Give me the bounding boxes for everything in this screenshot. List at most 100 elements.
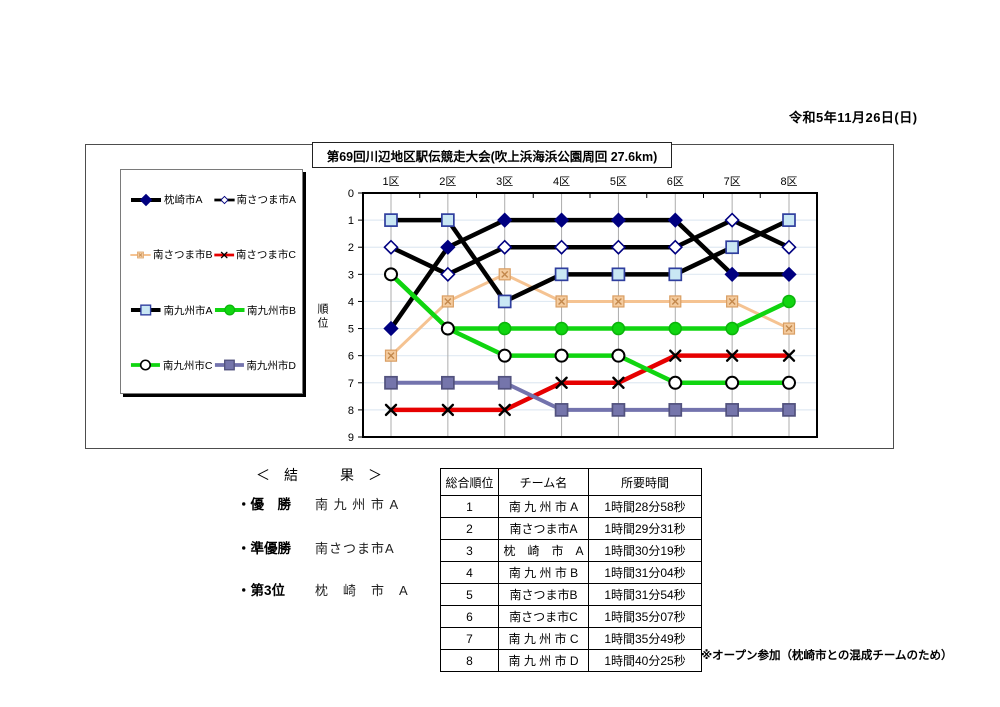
series-南九州市D [384, 375, 796, 417]
cell-time: 1時間28分58秒 [588, 495, 702, 518]
legend-item-南九州市C: 南九州市C [129, 358, 213, 373]
legend-item-label: 枕崎市A [164, 194, 203, 206]
legend-marker-icon [130, 304, 161, 316]
legend-marker-icon [214, 360, 244, 371]
svg-text:5区: 5区 [610, 176, 627, 188]
legend-item-label: 南九州市B [246, 304, 296, 317]
open-entry-footnote: ※オープン参加（枕崎市との混成チームのため） [701, 650, 953, 662]
cell-rank: 2 [440, 517, 499, 540]
cell-time: 1時間30分19秒 [588, 539, 702, 562]
cell-team: 南さつま市B [498, 583, 589, 606]
svg-text:6区: 6区 [667, 176, 684, 188]
result-team: 南 九 州 市 A [315, 497, 400, 512]
results-heading: ＜ 結 果 ＞ [256, 467, 382, 483]
legend-marker-icon [130, 359, 160, 372]
legend-item-label: 南九州市A [163, 304, 213, 317]
date-label: 令和5年11月26日(日) [789, 110, 918, 125]
cell-rank: 7 [440, 627, 499, 650]
cell-rank: 6 [440, 605, 499, 628]
table-row: 2 南さつま市A 1時間29分31秒 [440, 517, 702, 540]
series-南さつま市A [383, 212, 797, 282]
legend-item-南さつま市A: 南さつま市A [213, 192, 296, 207]
legend-marker-icon [131, 193, 161, 206]
svg-text:6: 6 [348, 351, 354, 363]
svg-text:0: 0 [348, 188, 354, 200]
series-南九州市A [384, 213, 796, 309]
legend-item-南さつま市C: 南さつま市C [213, 247, 296, 262]
table-header-2: 所要時間 [588, 468, 702, 496]
svg-text:7: 7 [348, 378, 354, 390]
svg-text:8: 8 [348, 405, 354, 417]
result-team: 南さつま市A [315, 541, 395, 556]
result-item: ・第3位 枕 崎 市 A [237, 579, 467, 600]
legend-item-南九州市B: 南九州市B [213, 303, 296, 318]
svg-text:9: 9 [348, 432, 354, 444]
cell-team: 枕 崎 市 A [498, 539, 589, 562]
cell-team: 南 九 州 市 A [498, 495, 589, 518]
cell-rank: 5 [440, 583, 499, 606]
result-title: ・第3位 [237, 583, 286, 598]
svg-text:8区: 8区 [780, 176, 797, 188]
axis-ticks [358, 192, 818, 438]
cell-time: 1時間35分49秒 [588, 627, 702, 650]
svg-text:2区: 2区 [439, 176, 456, 188]
series-南さつま市C [384, 349, 796, 417]
legend-row: 南さつま市B 南さつま市C [129, 247, 296, 262]
svg-text:4: 4 [348, 296, 354, 308]
table-row: 5 南さつま市B 1時間31分54秒 [440, 583, 702, 606]
result-title: ・優 勝 [237, 497, 291, 512]
y-axis-title: 順位 [316, 303, 328, 331]
legend-marker-icon [213, 251, 234, 259]
series-南九州市C [384, 267, 796, 390]
result-item: ・準優勝 南さつま市A [237, 537, 467, 558]
legend-row: 枕崎市A 南さつま市A [129, 192, 296, 207]
svg-text:4区: 4区 [553, 176, 570, 188]
table-header-row: 総合順位 チーム名 所要時間 [440, 468, 702, 496]
legend-marker-icon [214, 304, 245, 316]
legend-item-南さつま市B: 南さつま市B [129, 247, 213, 262]
legend-item-南九州市A: 南九州市A [129, 303, 213, 318]
legend-item-枕崎市A: 枕崎市A [129, 192, 213, 207]
legend-row: 南九州市C 南九州市D [129, 358, 296, 373]
cell-time: 1時間40分25秒 [588, 649, 702, 672]
cell-team: 南 九 州 市 D [498, 649, 589, 672]
legend-item-label: 南さつま市C [235, 249, 296, 262]
table-row: 6 南さつま市C 1時間35分07秒 [440, 605, 702, 628]
legend-item-label: 南さつま市A [236, 194, 296, 206]
chart-legend: 枕崎市A 南さつま市A 南さつま市B 南さつま市C 南九州市A 南九州市B 南九州市C 南九州… [120, 169, 303, 394]
legend-item-南九州市D: 南九州市D [213, 358, 296, 373]
svg-text:2: 2 [348, 242, 354, 254]
v-gridlines [390, 193, 790, 437]
svg-text:3区: 3区 [496, 176, 513, 188]
series-枕崎市A [383, 212, 797, 337]
series-南さつま市B [384, 268, 796, 362]
rank-line-chart: 1区 2区 3区 4区 5区 6区 7区 8区 0 1 2 3 4 5 6 7 8 9 [348, 176, 818, 444]
legend-marker-icon [130, 251, 151, 259]
svg-text:5: 5 [348, 324, 354, 336]
svg-text:1: 1 [348, 215, 354, 227]
legend-item-label: 南九州市C [162, 359, 213, 372]
legend-item-label: 南九州市D [246, 359, 296, 372]
x-axis-labels: 1区 2区 3区 4区 5区 6区 7区 8区 [382, 176, 797, 188]
cell-time: 1時間35分07秒 [588, 605, 702, 628]
svg-text:1区: 1区 [382, 176, 399, 188]
cell-team: 南 九 州 市 C [498, 627, 589, 650]
cell-rank: 1 [440, 495, 499, 518]
svg-text:7区: 7区 [724, 176, 741, 188]
cell-rank: 8 [440, 649, 499, 672]
cell-time: 1時間29分31秒 [588, 517, 702, 540]
cell-team: 南さつま市C [498, 605, 589, 628]
legend-row: 南九州市A 南九州市B [129, 303, 296, 318]
cell-team: 南 九 州 市 B [498, 561, 589, 584]
svg-text:3: 3 [348, 269, 354, 281]
cell-time: 1時間31分04秒 [588, 561, 702, 584]
result-title: ・準優勝 [237, 541, 291, 556]
cell-rank: 3 [440, 539, 499, 562]
